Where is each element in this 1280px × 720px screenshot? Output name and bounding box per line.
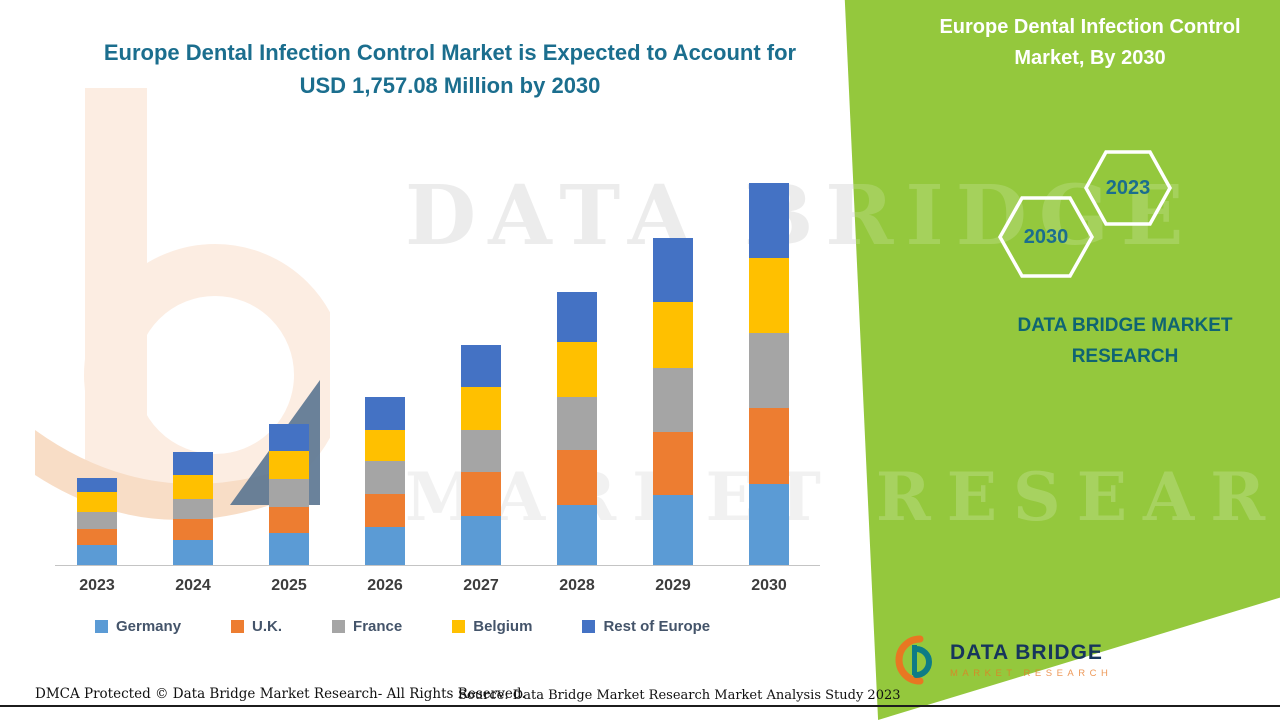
bar-2025: 2025 xyxy=(269,423,309,594)
hexagon-label-2023: 2023 xyxy=(1105,176,1151,199)
x-axis-label-2028: 2028 xyxy=(559,577,595,594)
bar-segment-belgium xyxy=(749,257,789,333)
bar-segment-belgium xyxy=(365,429,405,461)
bar-segment-france xyxy=(365,461,405,494)
bar-segment-rest-of-europe xyxy=(557,292,597,342)
bar-2028: 2028 xyxy=(557,292,597,594)
bar-segment-rest-of-europe xyxy=(749,183,789,258)
x-axis-label-2025: 2025 xyxy=(271,577,307,594)
legend-item-belgium: Belgium xyxy=(452,618,532,635)
bar-2029: 2029 xyxy=(653,238,693,594)
bar-segment-u-k- xyxy=(749,407,789,484)
bar-segment-france xyxy=(749,332,789,408)
bar-segment-france xyxy=(269,478,309,507)
legend-item-rest-of-europe: Rest of Europe xyxy=(582,618,710,635)
bar-segment-germany xyxy=(653,495,693,565)
bar-segment-france xyxy=(653,368,693,432)
dbmr-logo-name: DATA BRIDGE xyxy=(950,641,1103,664)
page-title-line2: USD 1,757.08 Million by 2030 xyxy=(299,73,601,98)
bar-segment-u-k- xyxy=(461,472,501,517)
hexagon-outline-icon xyxy=(998,196,1094,278)
hexagon-label-2030: 2030 xyxy=(1023,225,1069,248)
side-panel-heading: Europe Dental Infection Control Market, … xyxy=(939,16,1241,69)
legend-item-germany: Germany xyxy=(95,618,181,635)
bar-2026: 2026 xyxy=(365,396,405,594)
x-axis-label-2024: 2024 xyxy=(175,577,211,594)
bar-segment-germany xyxy=(269,533,309,565)
bar-2030: 2030 xyxy=(749,183,789,594)
hexagon-badge-2030: 2030 xyxy=(998,196,1094,278)
chart-legend: Germany U.K. France Belgium Rest of Europe xyxy=(95,618,710,635)
bar-segment-rest-of-europe xyxy=(461,345,501,388)
bar-segment-u-k- xyxy=(557,450,597,505)
bar-segment-germany xyxy=(77,545,117,565)
bar-segment-u-k- xyxy=(653,432,693,495)
legend-item-france: France xyxy=(332,618,402,635)
legend-swatch-icon xyxy=(582,620,596,633)
bar-segment-germany xyxy=(365,527,405,565)
legend-item-u-k-: U.K. xyxy=(231,618,282,635)
bar-segment-germany xyxy=(749,483,789,565)
bar-segment-france xyxy=(173,498,213,519)
legend-label: Germany xyxy=(116,618,182,635)
hexagon-outline-icon xyxy=(1084,150,1172,226)
bar-segment-u-k- xyxy=(365,494,405,527)
legend-swatch-icon xyxy=(332,620,346,633)
bar-segment-germany xyxy=(173,540,213,565)
x-axis-line xyxy=(55,565,820,566)
bar-2027: 2027 xyxy=(461,345,501,594)
bar-segment-france xyxy=(461,430,501,473)
x-axis-label-2027: 2027 xyxy=(463,577,499,594)
legend-label: France xyxy=(353,618,403,635)
legend-label: Belgium xyxy=(473,618,533,635)
legend-label: Rest of Europe xyxy=(603,618,711,635)
legend-swatch-icon xyxy=(231,620,245,633)
bar-segment-belgium xyxy=(461,387,501,431)
bar-segment-belgium xyxy=(173,475,213,499)
legend-swatch-icon xyxy=(452,620,466,633)
bar-2024: 2024 xyxy=(173,452,213,594)
dbmr-logo-icon xyxy=(895,635,932,685)
bar-segment-france xyxy=(557,397,597,450)
x-axis-label-2030: 2030 xyxy=(751,577,787,594)
bar-segment-rest-of-europe xyxy=(653,238,693,303)
watermark-text-green-2: MARKET RESEARCH xyxy=(405,458,1280,536)
bar-segment-u-k- xyxy=(77,528,117,545)
dbmr-logo-subtitle: MARKET RESEARCH xyxy=(950,668,1113,679)
bar-segment-rest-of-europe xyxy=(365,396,405,430)
page-title: Europe Dental Infection Control Market i… xyxy=(50,36,850,102)
bar-segment-germany xyxy=(557,505,597,565)
bar-2023: 2023 xyxy=(77,478,117,594)
bar-segment-rest-of-europe xyxy=(77,478,117,492)
side-panel-brand-text: DATA BRIDGE MARKET RESEARCH xyxy=(1017,315,1233,368)
watermark-text-green-1: DATA BRIDGE xyxy=(405,168,1196,264)
footer-divider-line xyxy=(0,705,1280,707)
bar-segment-belgium xyxy=(269,450,309,479)
x-axis-label-2023: 2023 xyxy=(79,577,115,594)
bar-segment-france xyxy=(77,511,117,529)
x-axis-label-2026: 2026 xyxy=(367,577,403,594)
legend-label: U.K. xyxy=(252,618,283,635)
bar-segment-belgium xyxy=(77,491,117,512)
hexagon-badge-2023: 2023 xyxy=(1084,150,1172,226)
x-axis-label-2029: 2029 xyxy=(655,577,691,594)
bar-segment-belgium xyxy=(557,342,597,397)
legend-swatch-icon xyxy=(95,620,108,633)
page-title-line1: Europe Dental Infection Control Market i… xyxy=(103,40,797,65)
dbmr-logo: DATA BRIDGE MARKET RESEARCH xyxy=(890,633,1112,687)
bar-segment-rest-of-europe xyxy=(269,423,309,451)
bar-segment-rest-of-europe xyxy=(173,452,213,476)
bar-segment-u-k- xyxy=(173,518,213,540)
dbmr-logo-text: DATA BRIDGE MARKET RESEARCH xyxy=(950,641,1112,679)
dmca-notice: DMCA Protected © Data Bridge Market Rese… xyxy=(35,686,526,702)
source-note: Source: Data Bridge Market Research Mark… xyxy=(458,688,901,703)
stacked-bar-chart: 2023 2024 2025 2026 2027 2028 2029 2030 xyxy=(77,183,789,594)
bar-segment-germany xyxy=(461,516,501,565)
bar-segment-u-k- xyxy=(269,506,309,533)
bar-segment-belgium xyxy=(653,302,693,369)
